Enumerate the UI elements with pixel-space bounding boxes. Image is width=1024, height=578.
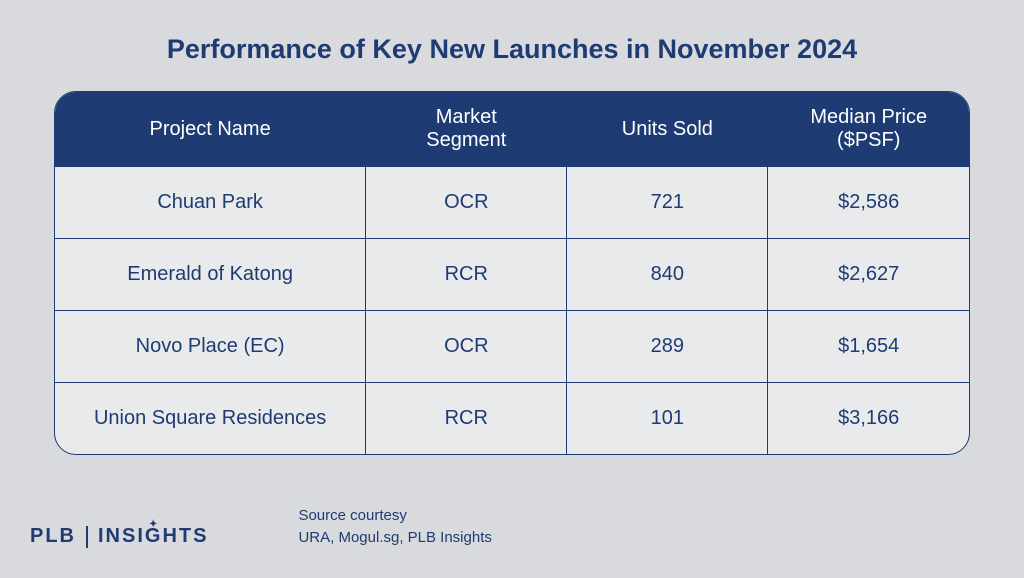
cell-project: Union Square Residences [55,383,366,455]
col-header-units: Units Sold [567,92,768,167]
cell-segment: RCR [366,383,567,455]
cell-units: 101 [567,383,768,455]
source-text: URA, Mogul.sg, PLB Insights [298,528,491,548]
table-row: Emerald of Katong RCR 840 $2,627 [55,239,969,311]
cell-price: $1,654 [768,311,969,383]
footer: PLB ✦ INSIGHTS Source courtesy URA, Mogu… [30,506,970,549]
source-label: Source courtesy [298,506,491,526]
logo-divider [86,526,88,548]
table-row: Union Square Residences RCR 101 $3,166 [55,383,969,455]
cell-project: Emerald of Katong [55,239,366,311]
cell-segment: OCR [366,167,567,239]
brand-logo: PLB ✦ INSIGHTS [30,525,208,548]
cell-price: $2,586 [768,167,969,239]
cell-project: Novo Place (EC) [55,311,366,383]
logo-prefix: PLB [30,525,76,548]
col-header-segment: MarketSegment [366,92,567,167]
col-header-price: Median Price($PSF) [768,92,969,167]
cell-project: Chuan Park [55,167,366,239]
cell-segment: OCR [366,311,567,383]
logo-word: ✦ INSIGHTS [98,525,208,548]
launches-table: Project Name MarketSegment Units Sold Me… [54,91,970,455]
cell-units: 840 [567,239,768,311]
table-row: Novo Place (EC) OCR 289 $1,654 [55,311,969,383]
table-row: Chuan Park OCR 721 $2,586 [55,167,969,239]
infographic-canvas: PROPERTY LIMBROTHERS Real Estate with In… [0,0,1024,578]
cell-units: 289 [567,311,768,383]
spark-icon: ✦ [149,519,157,530]
cell-units: 721 [567,167,768,239]
cell-segment: RCR [366,239,567,311]
page-title: Performance of Key New Launches in Novem… [54,34,970,65]
table-header-row: Project Name MarketSegment Units Sold Me… [55,92,969,167]
source-block: Source courtesy URA, Mogul.sg, PLB Insig… [298,506,491,549]
cell-price: $3,166 [768,383,969,455]
col-header-project: Project Name [55,92,366,167]
cell-price: $2,627 [768,239,969,311]
